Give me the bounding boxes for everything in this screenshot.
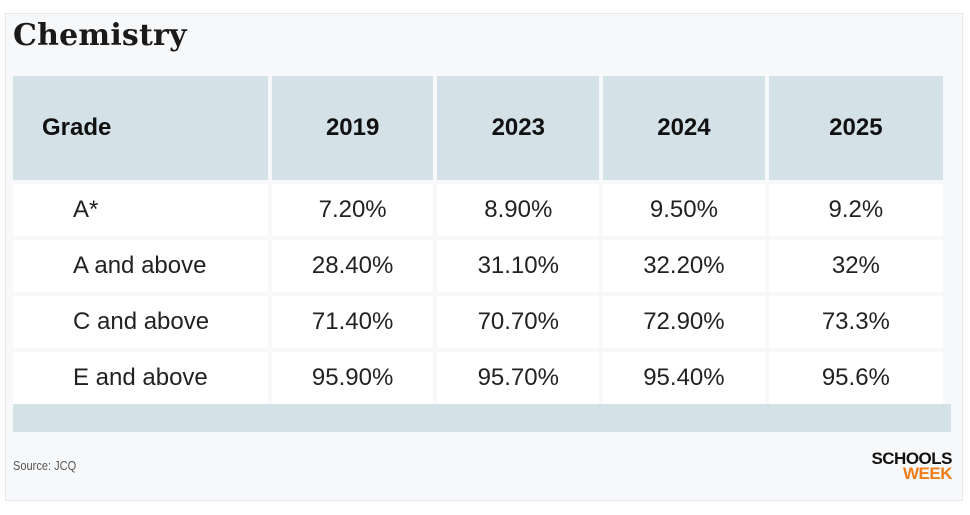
table-cell: 28.40% <box>271 240 434 292</box>
table-container: Grade 2019 2023 2024 2025 A* 7.20% 8.90%… <box>13 76 951 432</box>
column-header-2025: 2025 <box>768 76 943 180</box>
table-cell: 31.10% <box>437 240 600 292</box>
row-label: A* <box>13 184 268 236</box>
table-cell: 70.70% <box>437 296 600 348</box>
table-cell: 95.6% <box>768 352 943 404</box>
table-cell: 95.90% <box>271 352 434 404</box>
row-label: E and above <box>13 352 268 404</box>
results-table: Grade 2019 2023 2024 2025 A* 7.20% 8.90%… <box>9 72 947 408</box>
column-header-2023: 2023 <box>437 76 600 180</box>
table-footer-band <box>13 404 951 432</box>
table-cell: 95.40% <box>603 352 765 404</box>
column-header-grade: Grade <box>13 76 268 180</box>
row-label: C and above <box>13 296 268 348</box>
logo-line-week: WEEK <box>903 464 953 483</box>
table-cell: 9.50% <box>603 184 765 236</box>
table-row: A* 7.20% 8.90% 9.50% 9.2% <box>13 184 943 236</box>
table-row: C and above 71.40% 70.70% 72.90% 73.3% <box>13 296 943 348</box>
table-cell: 71.40% <box>271 296 434 348</box>
logo-line-schools: SCHOOLS <box>871 449 952 468</box>
source-note: Source: JCQ <box>13 458 77 473</box>
schools-week-logo: SCHOOLS WEEK <box>860 449 953 483</box>
row-label: A and above <box>13 240 268 292</box>
table-cell: 95.70% <box>437 352 600 404</box>
table-cell: 72.90% <box>603 296 765 348</box>
column-header-2019: 2019 <box>271 76 434 180</box>
table-header-row: Grade 2019 2023 2024 2025 <box>13 76 943 180</box>
table-cell: 7.20% <box>271 184 434 236</box>
table-cell: 8.90% <box>437 184 600 236</box>
table-cell: 73.3% <box>768 296 943 348</box>
table-cell: 32.20% <box>603 240 765 292</box>
page-title: Chemistry <box>13 18 187 53</box>
table-cell: 9.2% <box>768 184 943 236</box>
table-cell: 32% <box>768 240 943 292</box>
column-header-2024: 2024 <box>603 76 765 180</box>
table-row: E and above 95.90% 95.70% 95.40% 95.6% <box>13 352 943 404</box>
table-row: A and above 28.40% 31.10% 32.20% 32% <box>13 240 943 292</box>
